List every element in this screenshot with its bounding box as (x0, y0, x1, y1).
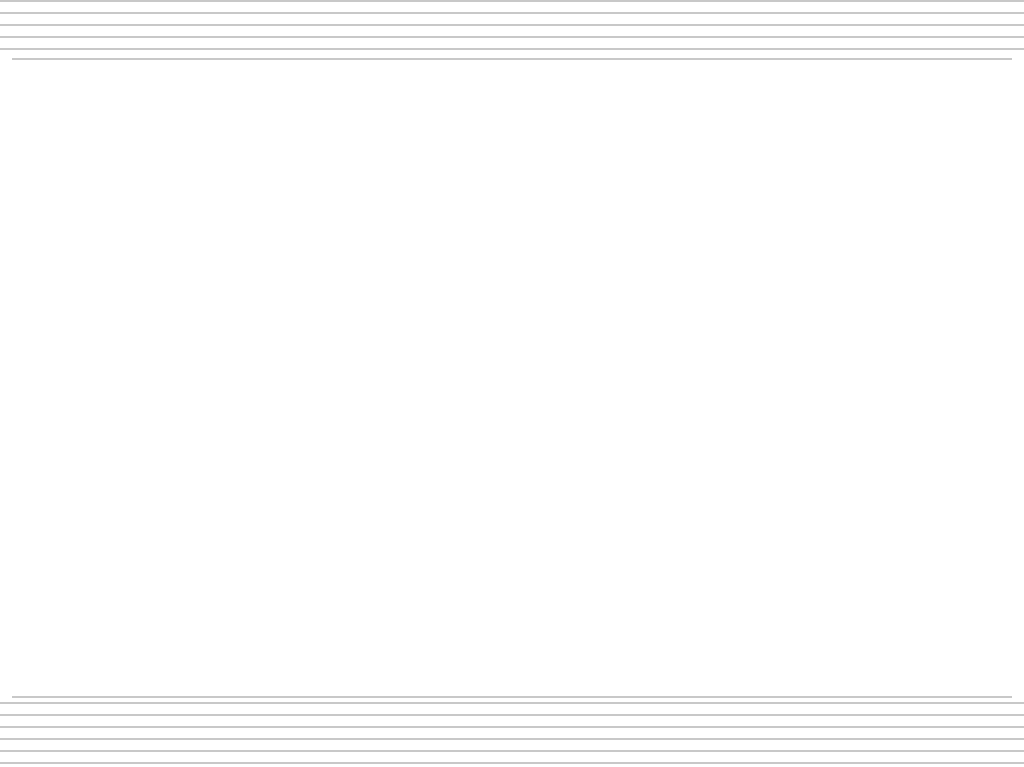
diagram-frame (12, 58, 1012, 698)
